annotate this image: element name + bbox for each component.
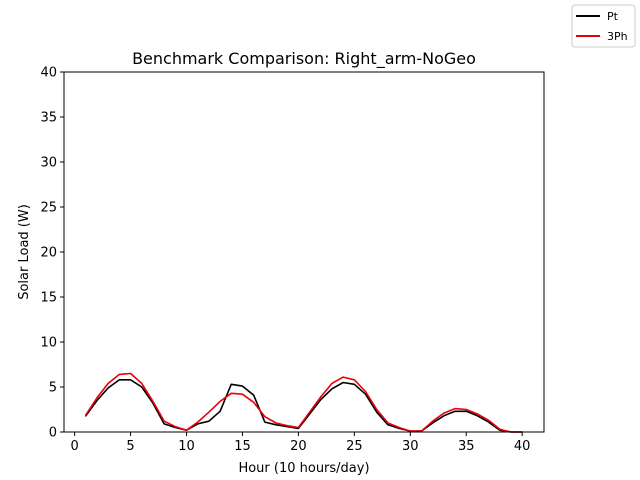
x-tick-label: 40 xyxy=(514,439,531,454)
series-line-3ph xyxy=(85,372,523,433)
y-tick-label: 15 xyxy=(40,291,57,306)
chart-title: Benchmark Comparison: Right_arm-NoGeo xyxy=(132,49,476,69)
x-tick-label: 30 xyxy=(402,439,419,454)
y-tick-label: 5 xyxy=(49,381,57,396)
legend-label-3ph: 3Ph xyxy=(607,30,628,43)
x-tick-label: 0 xyxy=(70,439,78,454)
y-tick-label: 30 xyxy=(40,156,57,171)
x-tick-label: 35 xyxy=(458,439,475,454)
y-tick-label: 20 xyxy=(40,246,57,261)
y-tick-label: 25 xyxy=(40,201,57,216)
x-tick-label: 5 xyxy=(126,439,134,454)
legend: Pt 3Ph xyxy=(571,4,636,48)
plot-area xyxy=(64,72,544,432)
x-tick-label: 15 xyxy=(234,439,251,454)
y-tick-label: 35 xyxy=(40,111,57,126)
x-axis-ticks: 0 5 10 15 20 25 30 35 40 xyxy=(70,432,530,454)
x-tick-label: 25 xyxy=(346,439,363,454)
y-axis-label: Solar Load (W) xyxy=(17,204,32,300)
legend-label-pt: Pt xyxy=(607,10,619,23)
x-tick-label: 10 xyxy=(178,439,195,454)
y-tick-label: 10 xyxy=(40,336,57,351)
plot-frame xyxy=(63,71,545,433)
series-layer xyxy=(85,372,523,433)
x-axis-label: Hour (10 hours/day) xyxy=(238,461,369,476)
y-axis-ticks: 0 5 10 15 20 25 30 35 40 xyxy=(40,66,64,441)
y-tick-label: 40 xyxy=(40,66,57,81)
y-tick-label: 0 xyxy=(49,426,57,441)
x-tick-label: 20 xyxy=(290,439,307,454)
